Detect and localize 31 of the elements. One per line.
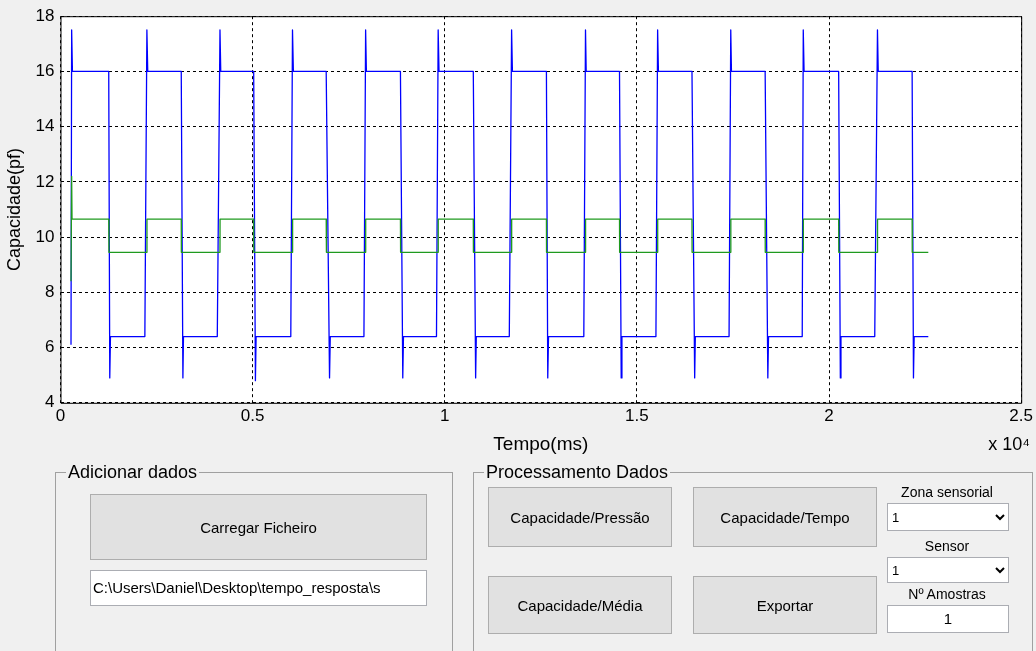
y-tick-label: 16	[35, 61, 55, 81]
x-tick-label: 0.5	[240, 405, 265, 425]
text: Zona sensorial	[900, 484, 994, 502]
y-tick-label: 10	[35, 226, 55, 246]
x-tick-label: 1.5	[625, 405, 649, 425]
y-tick-label: 4	[45, 392, 55, 412]
text: Nº Amostras	[907, 586, 987, 604]
text: C:\Users\Daniel\Desktop\tempo_resposta\s	[90, 570, 427, 606]
x-tick-label: 0	[55, 405, 66, 425]
y-tick-label: 14	[35, 116, 55, 136]
y-tick-label: 8	[45, 282, 55, 302]
x-tick-label: 2	[824, 405, 834, 425]
text: Capacidade/Pressão	[488, 487, 672, 547]
text: 1	[887, 557, 1009, 583]
text: 1	[887, 605, 1009, 633]
y-tick-label: 18	[35, 5, 55, 25]
y-tick-label: 6	[45, 337, 55, 357]
x-tick-label: 1	[440, 405, 450, 425]
text: Processamento Dados	[485, 462, 670, 483]
text: Carregar Ficheiro	[90, 494, 427, 560]
text: Capacidade/Média	[488, 576, 672, 634]
text: 1	[887, 503, 1009, 531]
y-tick-label: 12	[35, 171, 55, 191]
x-axis-title: Tempo(ms)	[493, 432, 589, 454]
text: Exportar	[693, 576, 877, 634]
text: x 10⁴	[988, 434, 1030, 454]
text: Sensor	[923, 538, 971, 556]
y-axis-title: Capacidade(pf)	[3, 147, 24, 272]
x-tick-label: 2.5	[1009, 405, 1033, 425]
text: Adicionar dados	[67, 462, 199, 483]
text: Capacidade/Tempo	[693, 487, 877, 547]
